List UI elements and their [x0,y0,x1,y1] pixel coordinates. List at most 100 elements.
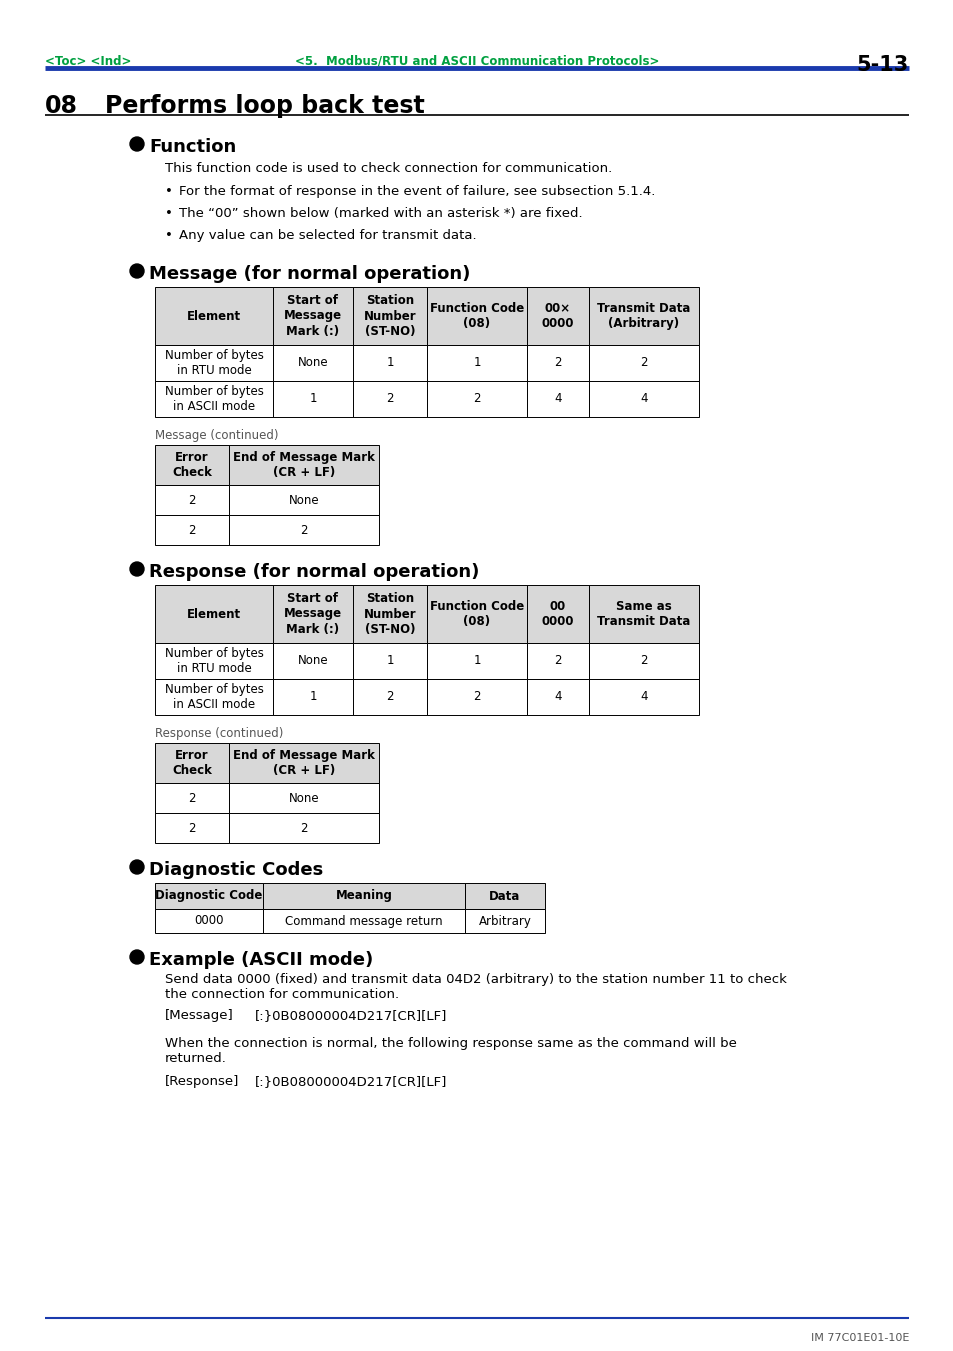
Text: Data: Data [489,889,520,902]
Bar [229,743,378,784]
Text: For the format of response in the event of failure, see subsection 5.1.4.: For the format of response in the event … [179,185,655,199]
Bar [273,286,353,345]
Text: [Response]: [Response] [165,1075,239,1088]
Text: Any value can be selected for transmit data.: Any value can be selected for transmit d… [179,230,476,242]
Bar [154,515,229,544]
Text: 2: 2 [188,792,195,804]
Text: Send data 0000 (fixed) and transmit data 04D2 (arbitrary) to the station number : Send data 0000 (fixed) and transmit data… [165,973,786,1001]
Text: Response (continued): Response (continued) [154,727,283,740]
Bar [154,444,229,485]
Text: Message (continued): Message (continued) [154,430,278,442]
Text: Performs loop back test: Performs loop back test [105,95,424,118]
Text: <5.  Modbus/RTU and ASCII Communication Protocols>: <5. Modbus/RTU and ASCII Communication P… [294,55,659,68]
Circle shape [130,136,144,151]
Bar [263,909,464,934]
Text: Error
Check: Error Check [172,451,212,480]
Bar [353,680,427,715]
Text: •: • [165,185,172,199]
Bar [229,784,378,813]
Text: 2: 2 [300,821,308,835]
Circle shape [130,861,144,874]
Text: Number of bytes
in ASCII mode: Number of bytes in ASCII mode [164,684,263,711]
Text: 1: 1 [309,690,316,704]
Text: [:}0B08000004D217[CR][LF]: [:}0B08000004D217[CR][LF] [254,1009,447,1021]
Bar [229,444,378,485]
Text: 2: 2 [386,393,394,405]
Circle shape [130,562,144,576]
Bar [427,643,526,680]
Text: 2: 2 [300,523,308,536]
Bar [229,515,378,544]
Text: This function code is used to check connection for communication.: This function code is used to check conn… [165,162,612,176]
Text: 2: 2 [554,357,561,370]
Bar [526,585,588,643]
Bar [154,345,273,381]
Bar [353,643,427,680]
Text: Diagnostic Code: Diagnostic Code [155,889,262,902]
Text: 2: 2 [554,654,561,667]
Text: 1: 1 [473,654,480,667]
Text: Example (ASCII mode): Example (ASCII mode) [149,951,373,969]
Text: 0000: 0000 [194,915,224,928]
Bar [464,884,544,909]
Bar [154,743,229,784]
Text: [:}0B08000004D217[CR][LF]: [:}0B08000004D217[CR][LF] [254,1075,447,1088]
Bar [273,643,353,680]
Bar [229,813,378,843]
Text: 2: 2 [188,821,195,835]
Bar [526,643,588,680]
Bar [154,643,273,680]
Text: Station
Number
(ST-NO): Station Number (ST-NO) [363,295,416,338]
Bar [526,345,588,381]
Text: Start of
Message
Mark (:): Start of Message Mark (:) [284,295,342,338]
Text: The “00” shown below (marked with an asterisk *) are fixed.: The “00” shown below (marked with an ast… [179,207,582,220]
Text: Transmit Data
(Arbitrary): Transmit Data (Arbitrary) [597,303,690,330]
Bar [588,345,699,381]
Text: <Toc> <Ind>: <Toc> <Ind> [45,55,132,68]
Bar [427,381,526,417]
Text: [Message]: [Message] [165,1009,233,1021]
Text: None: None [297,357,328,370]
Circle shape [130,263,144,278]
Text: Meaning: Meaning [335,889,392,902]
Text: Function Code
(08): Function Code (08) [430,600,523,628]
Bar [427,680,526,715]
Text: 2: 2 [188,493,195,507]
Text: Number of bytes
in RTU mode: Number of bytes in RTU mode [164,647,263,676]
Bar [273,345,353,381]
Text: Element: Element [187,309,241,323]
Text: When the connection is normal, the following response same as the command will b: When the connection is normal, the follo… [165,1038,736,1065]
Circle shape [130,950,144,965]
Text: 4: 4 [639,393,647,405]
Text: •: • [165,207,172,220]
Bar [154,784,229,813]
Bar [154,813,229,843]
Bar [588,643,699,680]
Text: 4: 4 [554,393,561,405]
Text: End of Message Mark
(CR + LF): End of Message Mark (CR + LF) [233,748,375,777]
Text: 1: 1 [386,654,394,667]
Text: 2: 2 [639,357,647,370]
Text: Error
Check: Error Check [172,748,212,777]
Bar [263,884,464,909]
Text: None: None [297,654,328,667]
Bar [154,381,273,417]
Text: 2: 2 [473,690,480,704]
Text: Diagnostic Codes: Diagnostic Codes [149,861,323,880]
Bar [588,286,699,345]
Bar [427,286,526,345]
Text: Number of bytes
in ASCII mode: Number of bytes in ASCII mode [164,385,263,413]
Bar [154,884,263,909]
Bar [588,680,699,715]
Text: 4: 4 [554,690,561,704]
Text: Start of
Message
Mark (:): Start of Message Mark (:) [284,593,342,635]
Bar [353,345,427,381]
Text: None: None [289,792,319,804]
Bar [154,680,273,715]
Text: Element: Element [187,608,241,620]
Text: 2: 2 [639,654,647,667]
Bar [353,381,427,417]
Bar [353,585,427,643]
Bar [526,286,588,345]
Bar [154,909,263,934]
